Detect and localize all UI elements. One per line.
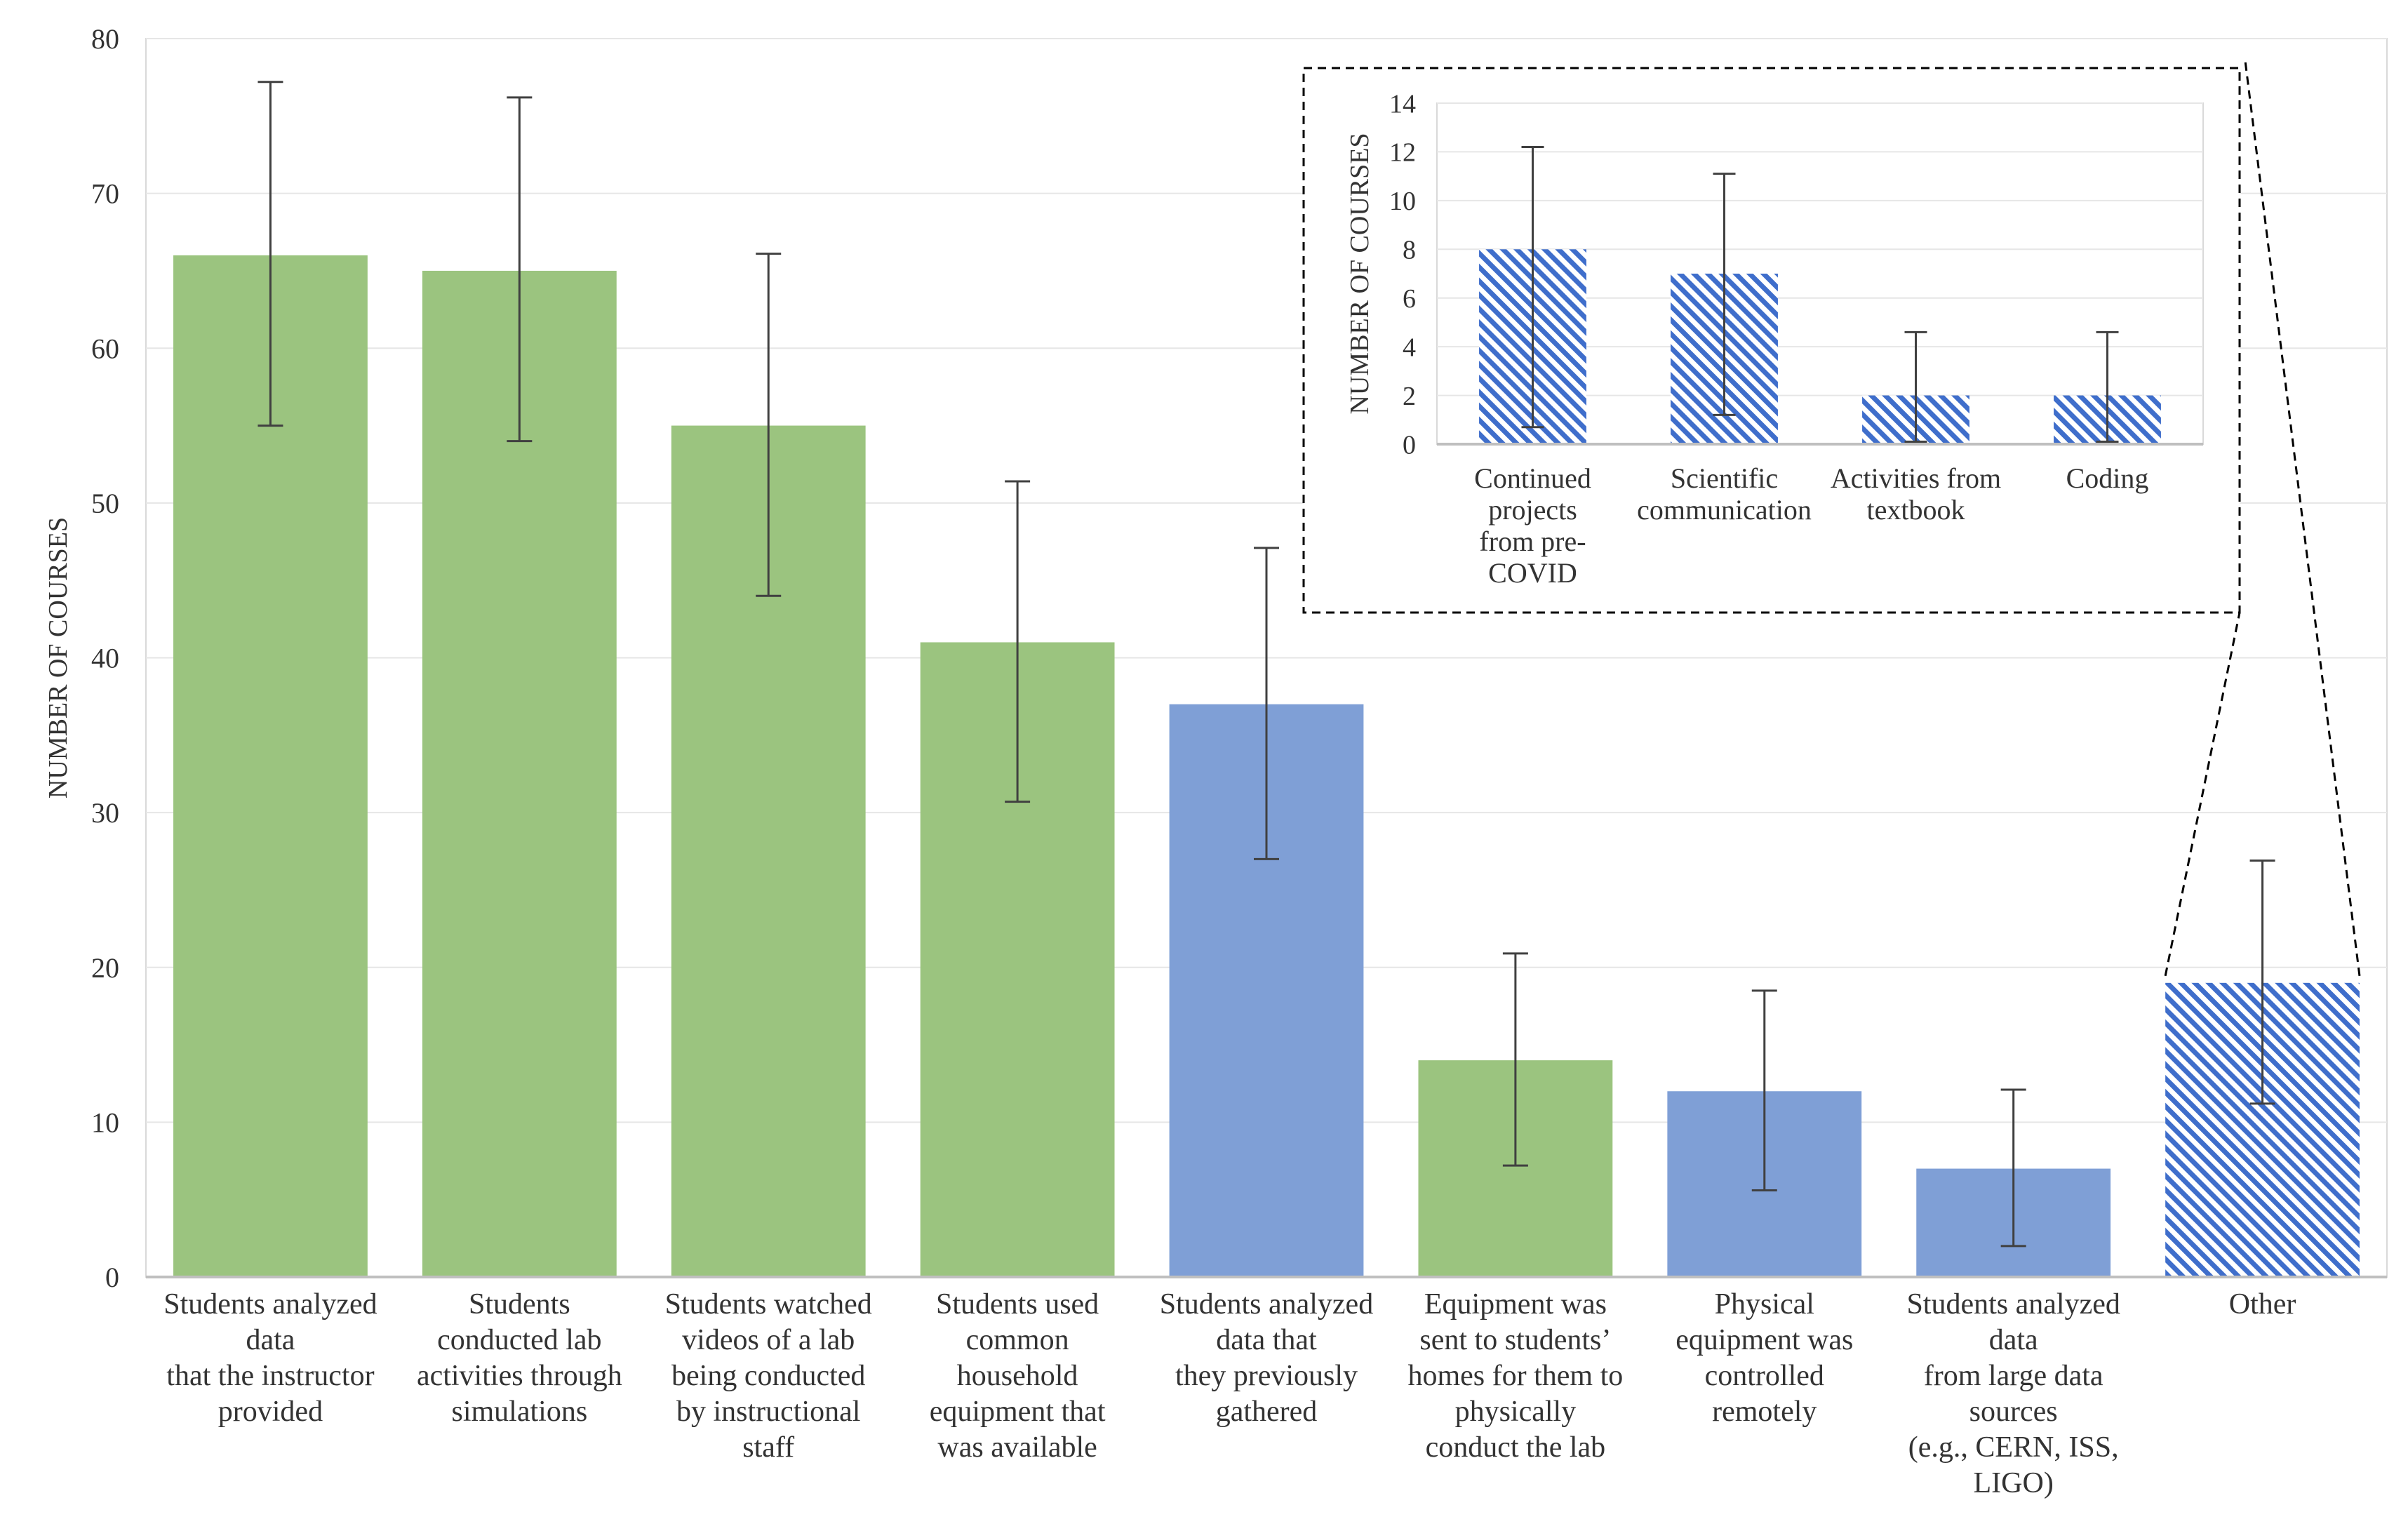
inset-y-tick-label: 14 <box>1389 89 1416 119</box>
inset-category-label-line: projects <box>1488 494 1577 526</box>
y-tick-label: 60 <box>91 333 119 364</box>
inset-chart: 0 2 4 6 8 10 12 14 Continued projects from pre-COV… <box>1302 60 2361 977</box>
category-label-line: controlled <box>1705 1360 1824 1392</box>
inset-category-label: Coding <box>2066 462 2149 494</box>
y-tick-label: 30 <box>91 797 119 829</box>
category-label-line: Students used <box>936 1288 1099 1321</box>
inset-y-tick-label: 6 <box>1403 284 1416 314</box>
category-label-line: Students analyzed <box>1160 1288 1373 1321</box>
category-label-line: sources <box>1969 1396 2058 1428</box>
inset-category-label-line: textbook <box>1867 494 1965 526</box>
category-label-line: staff <box>742 1431 794 1464</box>
category-label-line: sent to students’ <box>1419 1324 1611 1356</box>
category-label-line: data <box>246 1324 295 1356</box>
inset-y-tick-label: 2 <box>1403 382 1416 411</box>
y-tick-label: 50 <box>91 488 119 519</box>
y-tick-label: 80 <box>91 23 119 55</box>
y-tick-label: 70 <box>91 178 119 210</box>
category-label-line: (e.g., CERN, ISS, <box>1908 1431 2119 1464</box>
category-label-line: activities through <box>417 1360 622 1392</box>
inset-category-label: Continued projects from pre-COVID <box>1474 462 1591 589</box>
category-label-line: from large data <box>1924 1360 2103 1392</box>
y-axis-label: NUMBER OF COURSES <box>44 517 73 798</box>
inset-y-axis-label: NUMBER OF COURSES <box>1345 133 1374 414</box>
category-label-line: homes for them to <box>1407 1360 1623 1392</box>
inset-y-tick-label: 12 <box>1389 138 1416 168</box>
category-label-line: being conducted <box>671 1360 865 1392</box>
category-label-line: simulations <box>451 1396 587 1428</box>
category-label-line: Students analyzed <box>163 1288 377 1321</box>
category-label-line: data that <box>1216 1324 1317 1356</box>
y-tick-label: 20 <box>91 952 119 984</box>
zoom-connector-left <box>2164 612 2241 977</box>
category-label-line: was available <box>937 1431 1097 1464</box>
category-label-line: videos of a lab <box>682 1324 855 1356</box>
category-label: Equipment was sent to students’ homes for … <box>1407 1288 1623 1464</box>
category-label-line: provided <box>218 1396 323 1428</box>
category-label-line: data <box>1989 1324 2038 1356</box>
category-label-line: Students analyzed <box>1906 1288 2120 1321</box>
inset-category-label-line: from pre- <box>1479 526 1586 557</box>
category-label-line: they previously <box>1175 1360 1358 1392</box>
category-label: Other <box>2229 1288 2296 1321</box>
category-label: Students used common household equipment th… <box>930 1288 1106 1464</box>
category-label-line: Equipment was <box>1424 1288 1607 1321</box>
inset-category-label-line: Continued <box>1474 462 1591 494</box>
category-label-line: conducted lab <box>437 1324 601 1356</box>
category-label-line: gathered <box>1216 1396 1318 1428</box>
category-label: Students watched videos of a lab being con… <box>665 1288 872 1464</box>
category-label-line: household <box>957 1360 1078 1392</box>
inset-category-label: Activities from textbook <box>1831 462 2001 526</box>
category-label: Students analyzed data that the instructor… <box>163 1288 377 1428</box>
inset-y-tick-label: 10 <box>1389 187 1416 216</box>
category-label-line: equipment was <box>1675 1324 1853 1356</box>
inset-category-label-line: communication <box>1637 494 1812 526</box>
y-tick-label: 0 <box>105 1262 119 1293</box>
inset-y-tick-label: 4 <box>1403 333 1416 362</box>
inset-category-label-line: COVID <box>1488 557 1577 589</box>
category-label: Students analyzed data that they previousl… <box>1160 1288 1373 1428</box>
zoom-connector-right <box>2244 60 2361 976</box>
category-label-line: that the instructor <box>166 1360 374 1392</box>
category-label: Students conducted lab activities through s… <box>417 1288 622 1428</box>
category-label-line: Students watched <box>665 1288 872 1321</box>
category-label: Physical equipment was controlled remotely <box>1675 1288 1853 1428</box>
category-label-line: Students <box>469 1288 570 1321</box>
inset-category-label-line: Activities from <box>1831 462 2001 494</box>
category-label-line: physically <box>1455 1396 1577 1428</box>
inset-y-tick-label: 8 <box>1403 236 1416 265</box>
inset-category-label: Scientific communication <box>1637 462 1812 526</box>
category-label-line: conduct the lab <box>1426 1431 1606 1464</box>
category-label-line: remotely <box>1712 1396 1817 1428</box>
category-label-line: equipment that <box>930 1396 1106 1428</box>
category-label-line: common <box>966 1324 1069 1356</box>
category-label-line: Physical <box>1715 1288 1814 1321</box>
y-tick-label: 10 <box>91 1107 119 1138</box>
inset-category-label-line: Scientific <box>1671 462 1778 494</box>
y-tick-label: 40 <box>91 643 119 674</box>
inset-y-tick-label: 0 <box>1403 430 1416 460</box>
inset-category-label-line: Coding <box>2066 462 2149 494</box>
category-label: Students analyzed data from large data sour… <box>1906 1288 2120 1499</box>
category-label-line: by instructional <box>676 1396 860 1428</box>
category-label-line: LIGO) <box>1974 1467 2054 1499</box>
category-label-line: Other <box>2229 1288 2296 1321</box>
